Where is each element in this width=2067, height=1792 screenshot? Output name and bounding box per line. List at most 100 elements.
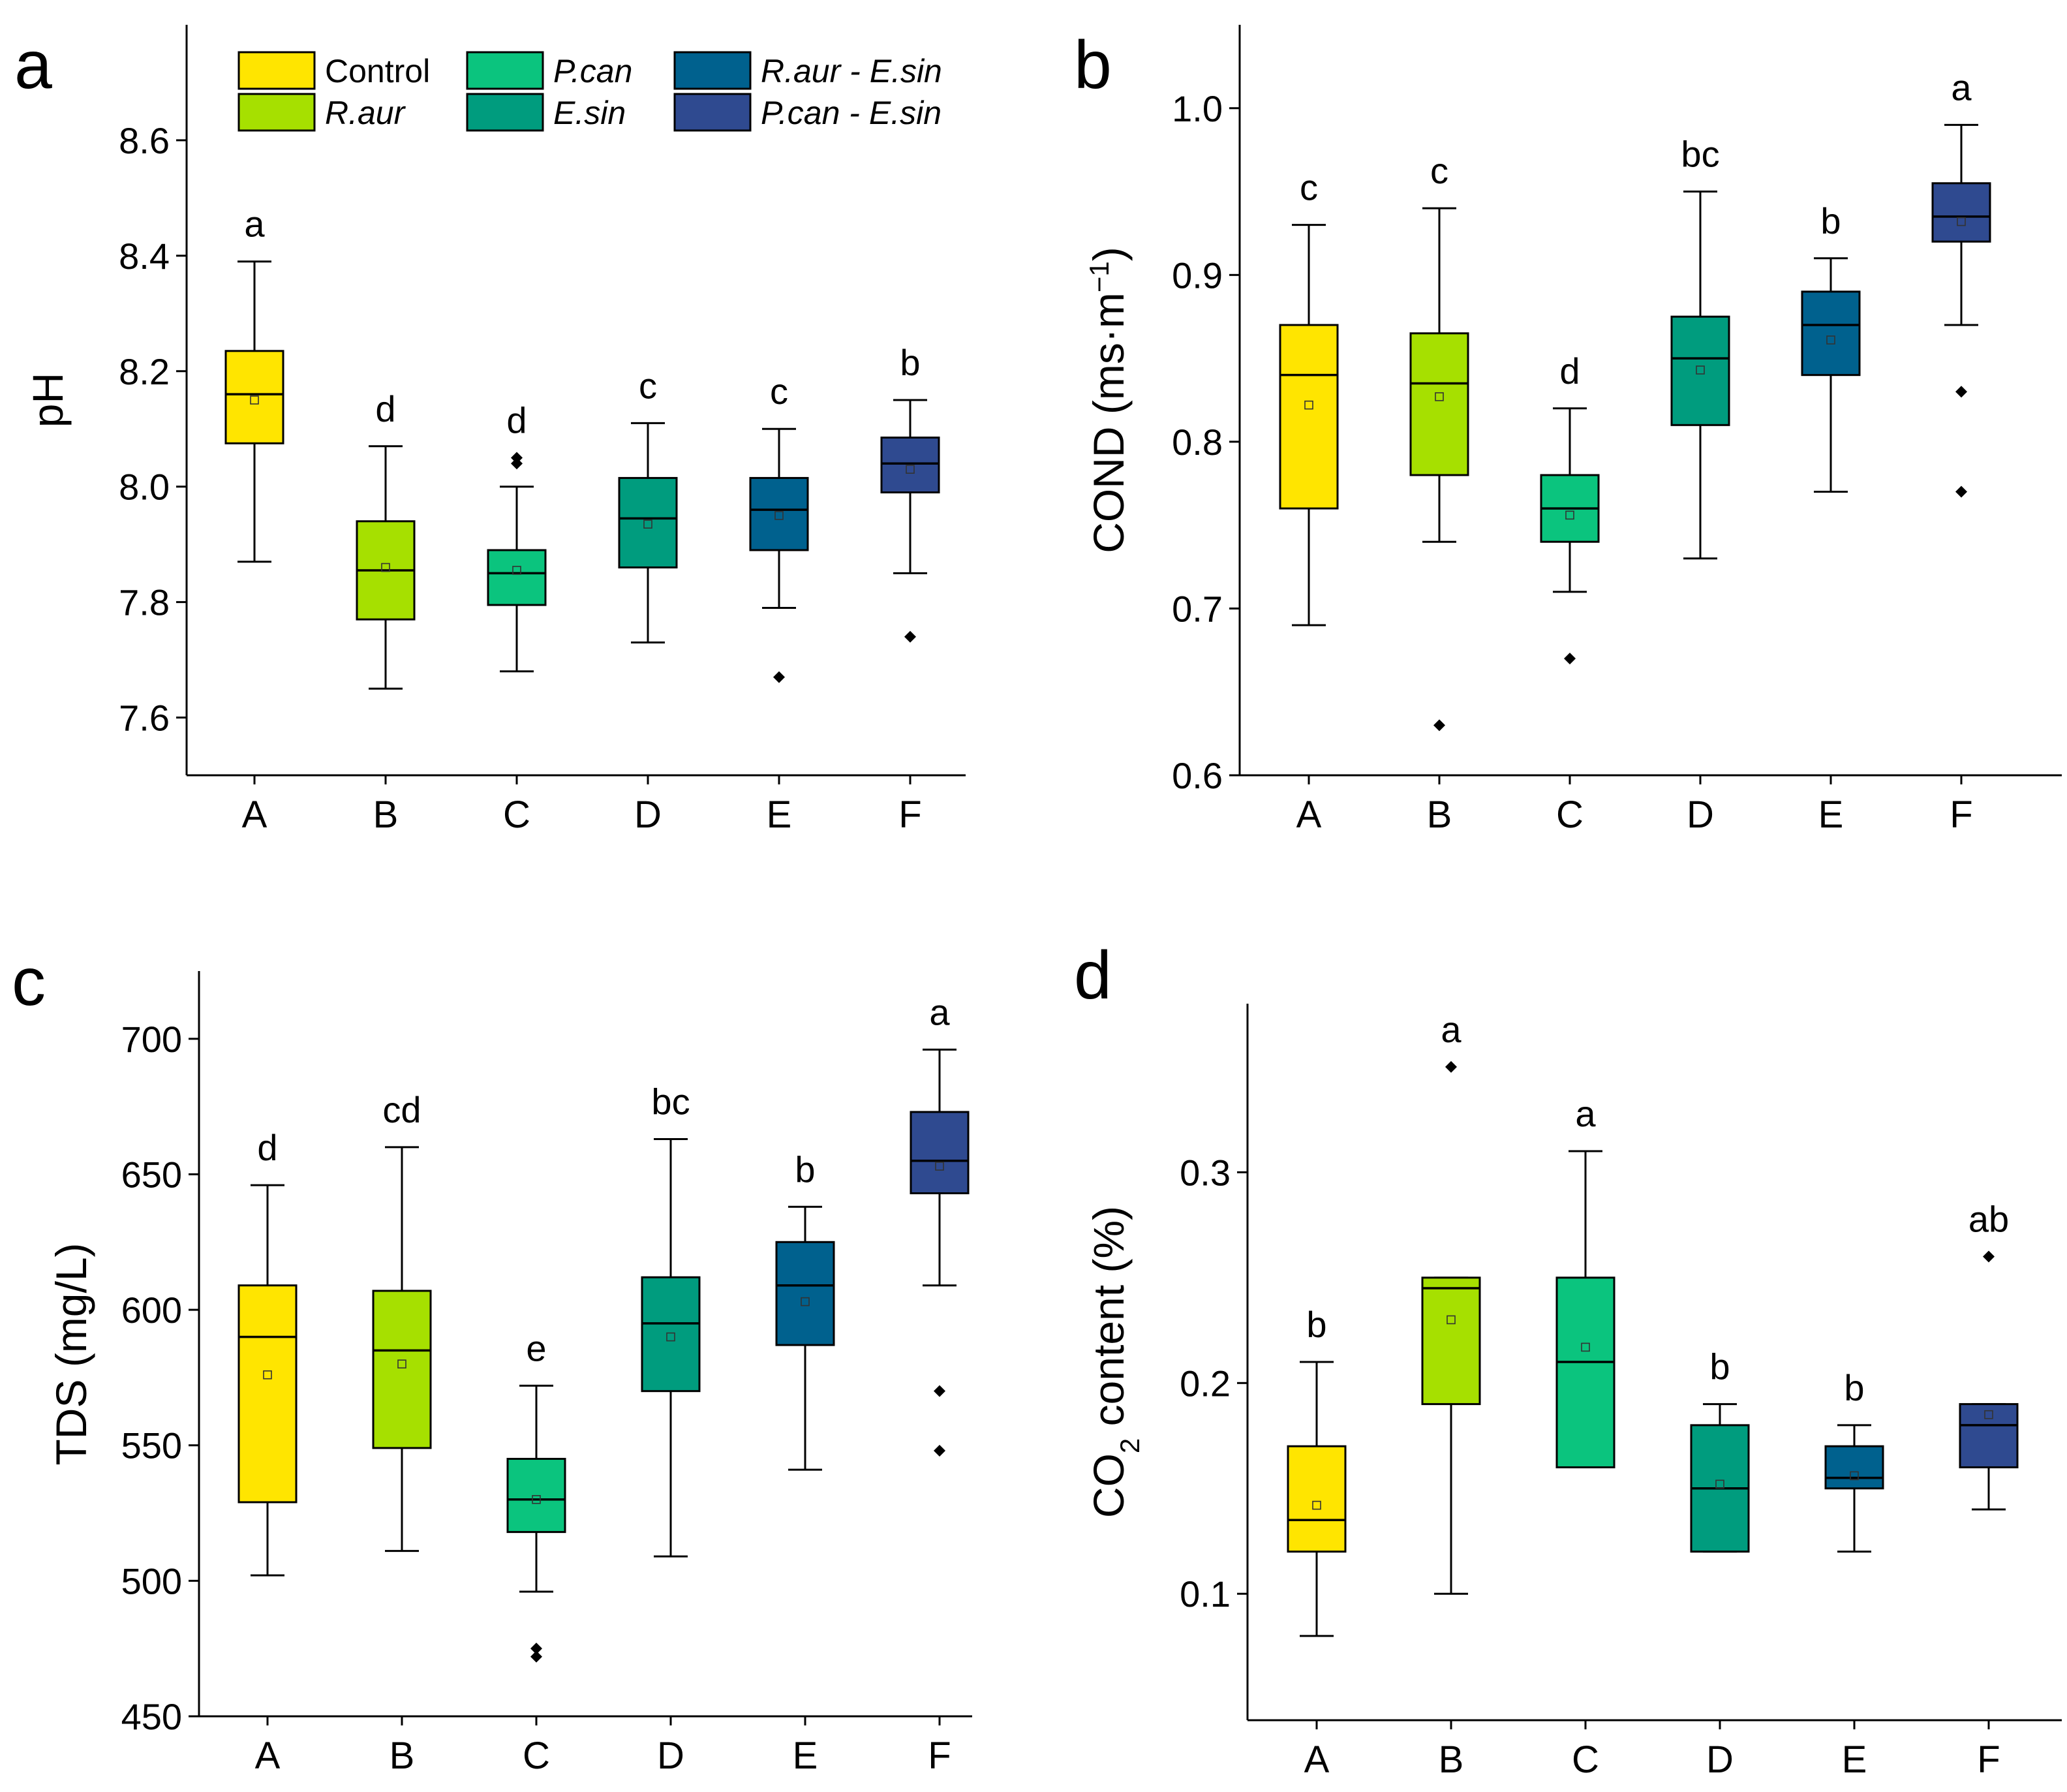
y-axis-title: COND (ms·m−1)	[1084, 247, 1133, 553]
y-tick-label: 0.3	[1180, 1152, 1231, 1193]
significance-letter: b	[1820, 200, 1841, 241]
panel-b-cond-chart: b 0.6 0.7 0.8 0.9 1.0 COND (ms·m−1) Ac Bc Cd Dbc Eb…	[1074, 25, 2062, 836]
panel-c-tds-chart: c 450 500 550 600 650 700 TDS (mg/L) Ad Bcd Ce Dbc E…	[12, 944, 972, 1777]
mean-marker	[1957, 217, 1966, 226]
mean-marker	[774, 511, 784, 520]
box-iqr	[1931, 182, 1991, 243]
significance-letter: c	[1430, 150, 1448, 191]
box-iqr	[910, 1111, 970, 1195]
x-category-label: B	[1439, 1738, 1464, 1781]
x-category-label: D	[657, 1735, 684, 1777]
outlier-point	[1564, 653, 1576, 665]
y-tick-label: 650	[121, 1154, 182, 1195]
x-category-label: F	[928, 1735, 951, 1777]
y-tick-label: 600	[121, 1290, 182, 1331]
outlier-point	[530, 1650, 542, 1663]
significance-letter: b	[1844, 1367, 1864, 1408]
mean-marker	[397, 1359, 406, 1368]
x-category-label: B	[390, 1735, 415, 1777]
box-iqr	[224, 350, 284, 444]
x-category-label: E	[793, 1735, 818, 1777]
legend-label: R.aur - E.sin	[761, 53, 942, 89]
outlier-point	[934, 1385, 945, 1397]
significance-letter: bc	[1681, 134, 1719, 175]
panel-a-ph-chart: a 7.6 7.8 8.0 8.2 8.4 8.6 pH Aa Bd Cd Dc Ec Fb	[14, 25, 966, 836]
box-iqr	[775, 1241, 835, 1346]
box-iqr	[1824, 1445, 1884, 1490]
mean-marker	[1850, 1471, 1859, 1481]
significance-letter: a	[1575, 1093, 1596, 1134]
box-iqr	[1959, 1403, 2019, 1468]
outlier-point	[1445, 1060, 1457, 1073]
legend-label: P.can	[553, 53, 632, 89]
mean-marker	[1715, 1479, 1724, 1489]
outlier-point	[904, 630, 916, 643]
mean-marker	[1447, 1315, 1456, 1325]
box-iqr	[1801, 290, 1861, 377]
panel-letter: c	[12, 944, 46, 1020]
y-tick-label: 450	[121, 1696, 182, 1737]
y-tick-label: 0.2	[1180, 1363, 1231, 1404]
significance-letter: c	[1300, 167, 1318, 208]
y-tick-label: 0.1	[1180, 1573, 1231, 1614]
x-category-label: F	[1977, 1738, 2000, 1781]
legend-label: E.sin	[553, 95, 626, 131]
box-iqr	[237, 1284, 298, 1504]
x-category-label: C	[503, 794, 530, 836]
x-category-label: A	[255, 1735, 281, 1777]
mean-marker	[643, 519, 652, 529]
mean-marker	[532, 1494, 541, 1504]
y-tick-label: 550	[121, 1425, 182, 1466]
mean-marker	[1435, 392, 1444, 401]
legend-label: Control	[325, 53, 430, 89]
legend-label: R.aur	[325, 95, 406, 131]
significance-letter: d	[257, 1127, 277, 1168]
y-tick-label: 0.9	[1172, 255, 1223, 296]
panel-letter: b	[1074, 27, 1112, 103]
significance-letter: cd	[382, 1089, 421, 1130]
mean-marker	[263, 1370, 272, 1380]
significance-letter: d	[506, 399, 527, 440]
box-iqr	[372, 1290, 432, 1449]
y-axis-title: pH	[23, 373, 72, 427]
legend-swatch	[466, 93, 544, 132]
significance-letter: a	[244, 204, 265, 245]
mean-marker	[512, 566, 521, 575]
x-category-label: A	[242, 794, 268, 836]
significance-letter: c	[770, 371, 788, 412]
significance-letter: a	[1951, 67, 1972, 108]
mean-marker	[250, 395, 259, 405]
x-category-label: D	[1687, 794, 1714, 836]
outlier-point	[1433, 719, 1445, 732]
box-iqr	[618, 476, 678, 569]
significance-letter: b	[795, 1149, 815, 1190]
mean-marker	[801, 1297, 810, 1306]
legend-swatch	[237, 93, 316, 132]
x-category-label: A	[1296, 794, 1322, 836]
box-iqr	[749, 476, 809, 551]
significance-letter: e	[526, 1327, 546, 1368]
mean-marker	[666, 1332, 675, 1342]
x-category-label: C	[1556, 794, 1584, 836]
mean-marker	[1581, 1342, 1590, 1352]
x-category-label: E	[767, 794, 792, 836]
x-category-label: D	[634, 794, 662, 836]
y-tick-label: 8.2	[119, 351, 170, 392]
significance-letter: b	[1709, 1346, 1730, 1387]
x-category-label: B	[1427, 794, 1452, 836]
y-tick-label: 1.0	[1172, 88, 1223, 129]
box-iqr	[487, 549, 547, 606]
mean-marker	[906, 465, 915, 474]
box-iqr	[1409, 332, 1469, 476]
y-tick-label: 8.6	[119, 120, 170, 161]
panel-d-co2-chart: d 0.1 0.2 0.3 CO2 content (%) Ab Ba Ca Db Eb Fab	[1074, 938, 2062, 1781]
mean-marker	[935, 1162, 944, 1171]
x-category-label: E	[1842, 1738, 1867, 1781]
mean-marker	[1565, 510, 1574, 520]
x-category-label: D	[1706, 1738, 1734, 1781]
y-tick-label: 0.6	[1172, 755, 1223, 796]
x-category-label: C	[523, 1735, 550, 1777]
y-tick-label: 7.6	[119, 698, 170, 739]
box-iqr	[1279, 324, 1339, 510]
